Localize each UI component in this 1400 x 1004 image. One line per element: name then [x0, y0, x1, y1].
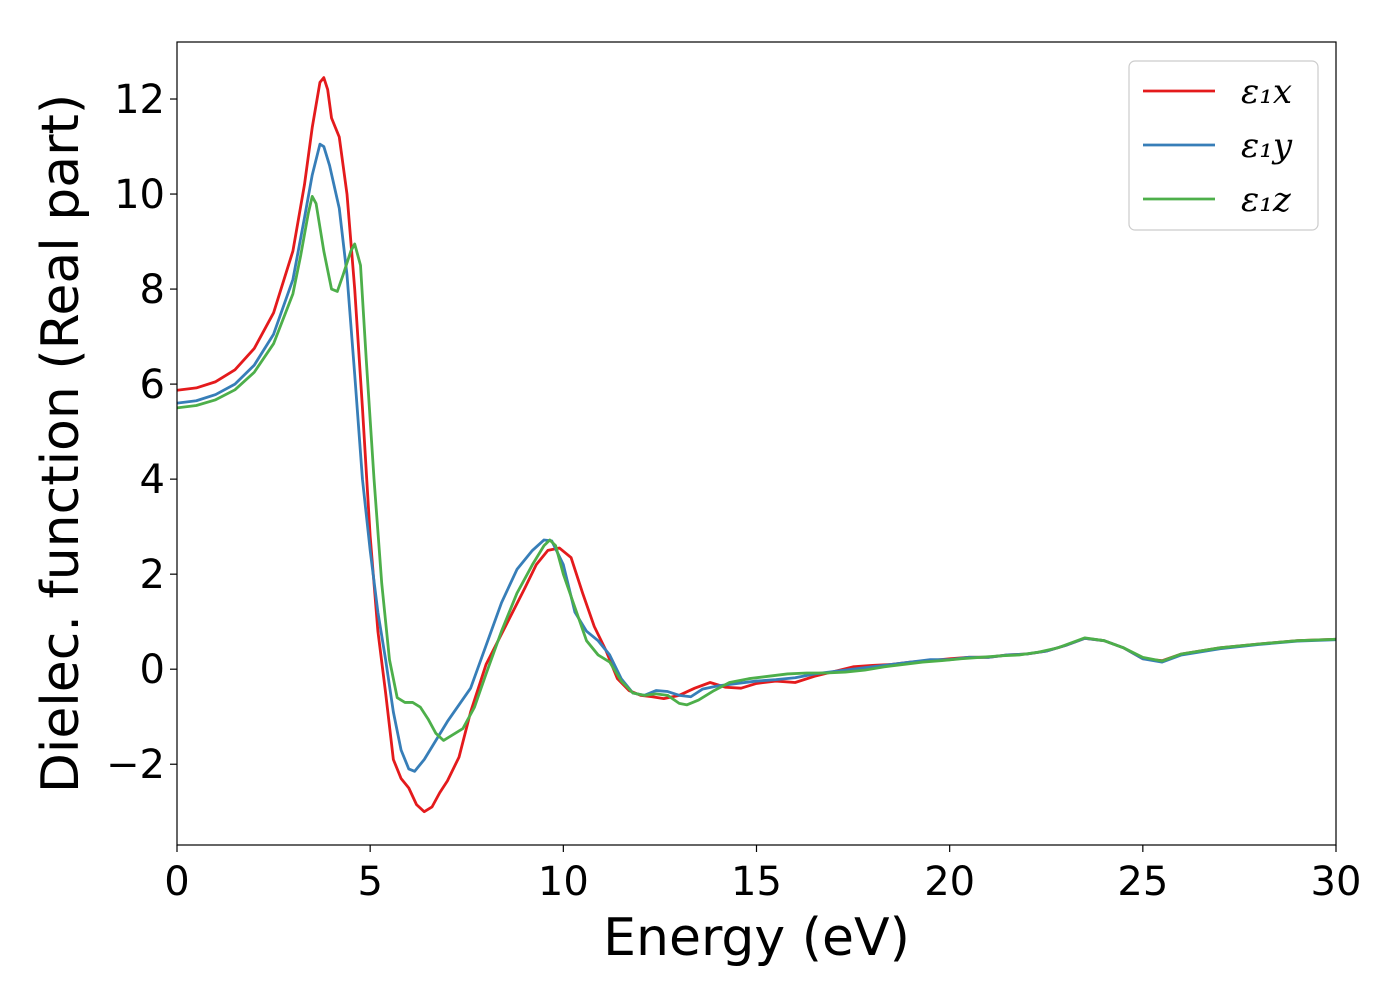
x-tick-label: 15: [731, 859, 782, 905]
x-tick-label: 30: [1311, 859, 1362, 905]
y-tick-label: −2: [106, 742, 165, 788]
y-tick-label: 2: [140, 552, 165, 598]
legend-label-1: ε₁x: [1241, 72, 1292, 112]
y-tick-label: 12: [114, 77, 165, 123]
x-axis: 0 5 10 15 20 25 30: [164, 845, 1361, 905]
y-tick-label: 0: [140, 647, 165, 693]
legend-label-3: ε₁z: [1241, 180, 1292, 220]
y-tick-label: 4: [140, 457, 165, 503]
y-axis-title: Dielec. function (Real part): [31, 94, 91, 793]
series-layer: [177, 76, 1336, 814]
y-axis: −2 0 2 4 6 8 10 12: [106, 77, 177, 788]
x-tick-label: 0: [164, 859, 189, 905]
legend: ε₁x ε₁y ε₁z: [1128, 60, 1319, 231]
x-tick-label: 25: [1117, 859, 1168, 905]
y-tick-label: 8: [140, 267, 165, 313]
x-tick-label: 5: [357, 859, 382, 905]
x-axis-title: Energy (eV): [603, 908, 910, 968]
legend-box: [1128, 60, 1319, 231]
y-tick-label: 6: [140, 362, 165, 408]
legend-label-2: ε₁y: [1241, 126, 1293, 166]
y-tick-label: 10: [114, 172, 165, 218]
series-line-3: [177, 195, 1336, 742]
x-tick-label: 10: [538, 859, 589, 905]
x-tick-label: 20: [924, 859, 975, 905]
